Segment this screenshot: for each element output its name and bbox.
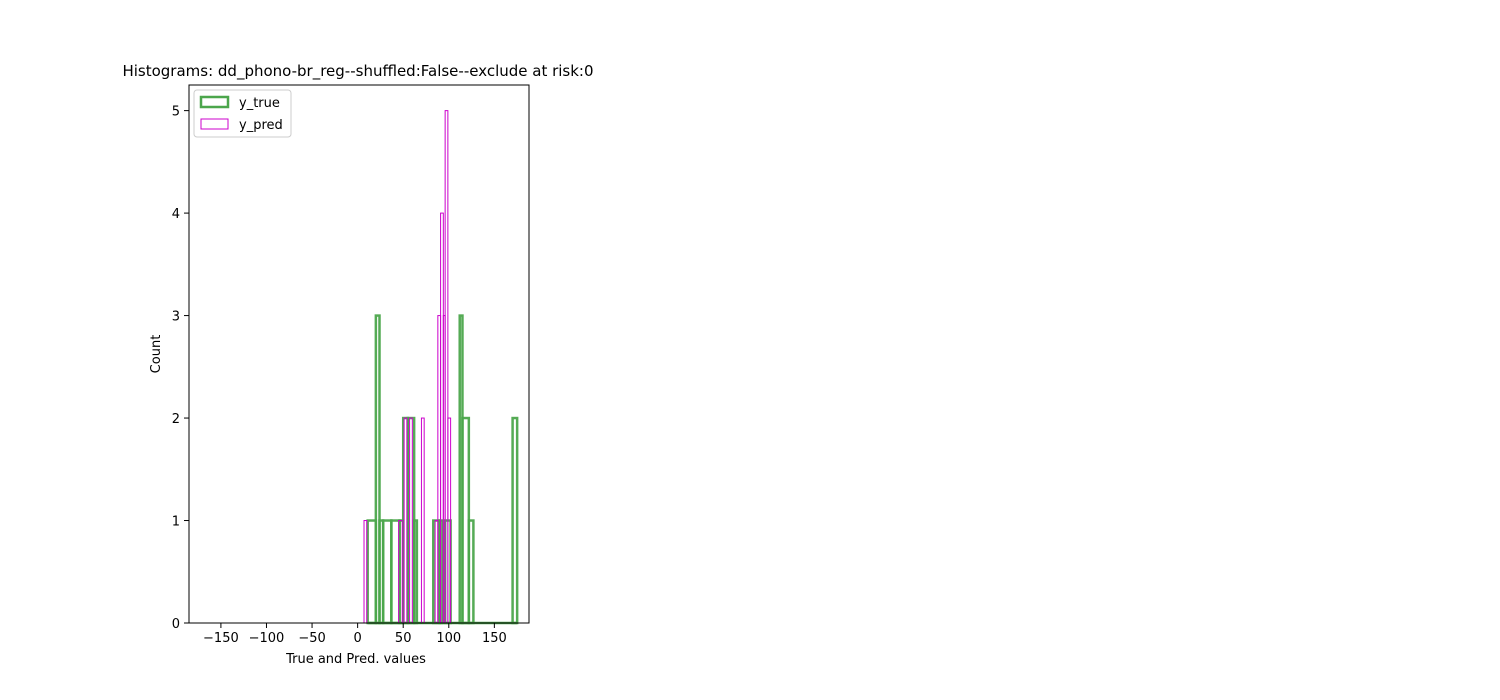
legend-swatch-y-pred	[200, 118, 229, 130]
legend-label-y-true: y_true	[239, 96, 280, 111]
x-tick-label: 100	[436, 631, 461, 646]
plot-area-frame	[188, 84, 530, 624]
x-tick-label: −50	[298, 631, 325, 646]
y-tick-label: 2	[172, 412, 180, 427]
x-tick-label: 50	[395, 631, 412, 646]
legend: y_true y_pred	[193, 89, 292, 138]
legend-label-y-pred: y_pred	[239, 118, 283, 133]
y-tick-label: 0	[172, 617, 180, 632]
legend-swatch-y-true	[199, 95, 230, 109]
y-tick-label: 5	[172, 105, 180, 120]
y-tick-label: 1	[172, 515, 180, 530]
x-tick-label: 150	[482, 631, 507, 646]
x-tick-label: 0	[353, 631, 361, 646]
x-axis-label: True and Pred. values	[285, 652, 426, 667]
y-axis-label: Count	[149, 335, 164, 374]
chart-title: Histograms: dd_phono-br_reg--shuffled:Fa…	[122, 62, 593, 81]
x-axis-ticks: −150 −100 −50 0 50 100 150	[203, 623, 507, 646]
y-axis-ticks: 0 1 2 3 4 5	[172, 105, 189, 632]
y-tick-label: 4	[172, 207, 180, 222]
x-tick-label: −100	[249, 631, 285, 646]
legend-frame	[193, 89, 292, 138]
y-tick-label: 3	[172, 310, 180, 325]
x-tick-label: −150	[203, 631, 239, 646]
